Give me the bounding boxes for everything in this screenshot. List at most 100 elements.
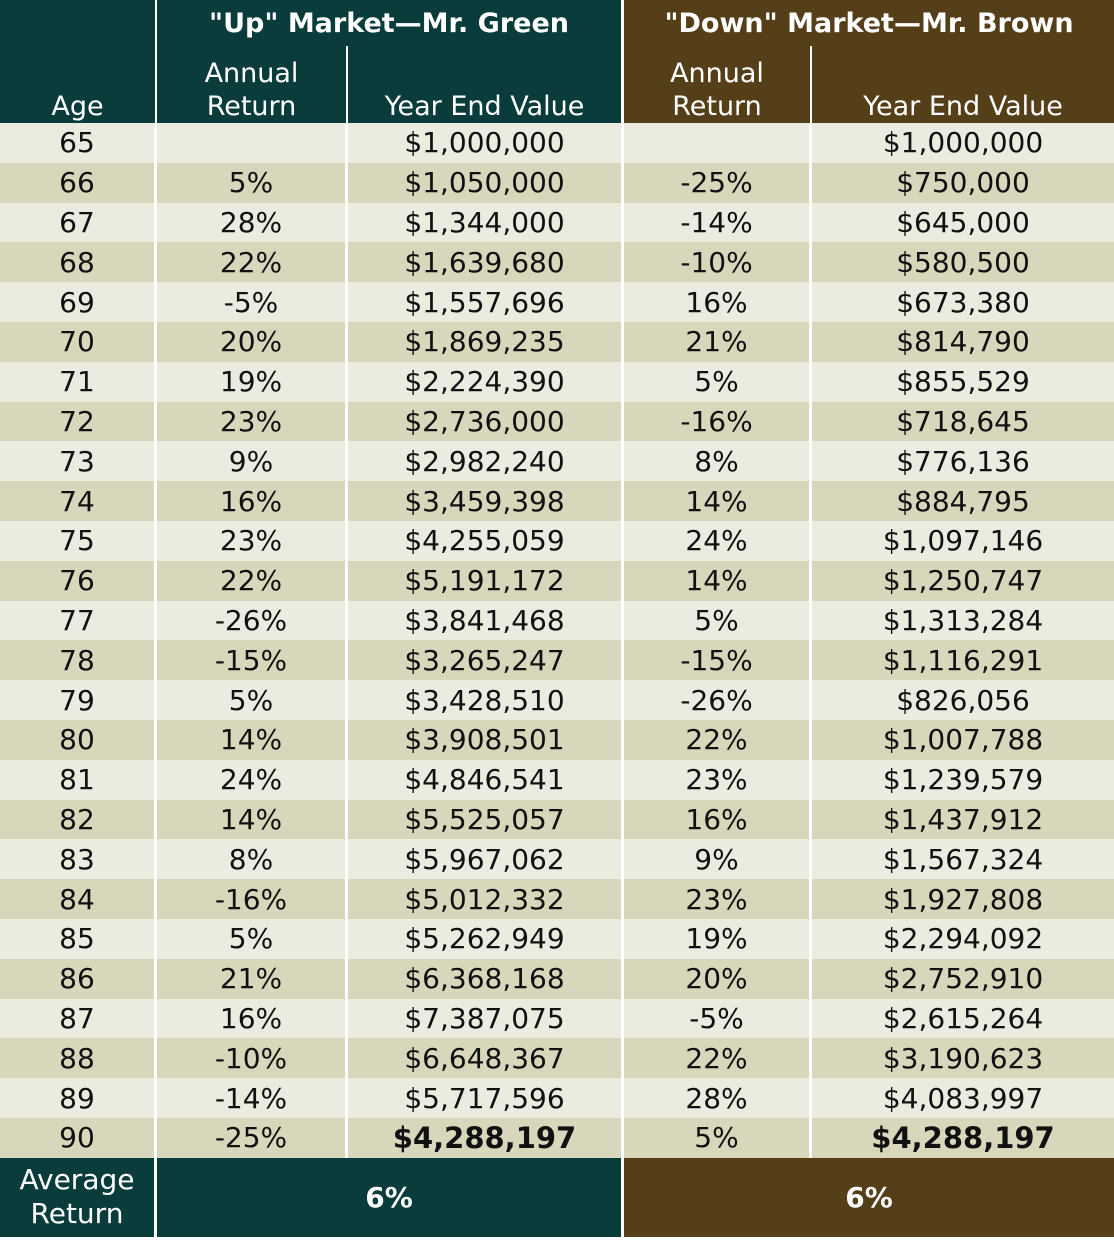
table-row: 70 20% $1,869,235 21% $814,790: [0, 321, 1114, 362]
green-return-cell: 5%: [157, 918, 348, 959]
green-return-cell: 19%: [157, 361, 348, 402]
brown-value-cell: $580,500: [812, 242, 1114, 283]
brown-value-cell: $855,529: [812, 361, 1114, 402]
age-cell: 89: [0, 1078, 157, 1118]
green-return-cell: 16%: [157, 998, 348, 1039]
brown-value-cell: $2,294,092: [812, 918, 1114, 959]
green-return-cell: 9%: [157, 441, 348, 482]
brown-average-return: 6%: [621, 1157, 1114, 1237]
green-return-cell: -14%: [157, 1078, 348, 1118]
green-value-cell: $1,050,000: [348, 162, 622, 203]
brown-value-cell: $1,239,579: [812, 759, 1114, 800]
green-value-cell: $7,387,075: [348, 998, 622, 1039]
brown-value-cell: $2,615,264: [812, 998, 1114, 1039]
green-value-cell: $5,262,949: [348, 918, 622, 959]
green-return-cell: 14%: [157, 719, 348, 760]
table-row: 89 -14% $5,717,596 28% $4,083,997: [0, 1078, 1114, 1118]
green-return-cell: -26%: [157, 600, 348, 641]
green-annual-return-header: Annual Return: [157, 46, 348, 123]
brown-scenario-title: "Down" Market—Mr. Brown: [621, 0, 1114, 46]
age-cell: 83: [0, 839, 157, 880]
brown-value-cell: $718,645: [812, 401, 1114, 442]
brown-value-cell: $1,097,146: [812, 520, 1114, 561]
brown-return-cell: 23%: [621, 879, 813, 919]
age-cell: 90: [0, 1117, 157, 1158]
brown-value-cell: $1,116,291: [812, 640, 1114, 681]
green-return-cell: 24%: [157, 759, 348, 800]
brown-return-cell: 20%: [621, 958, 813, 999]
green-scenario-title: "Up" Market—Mr. Green: [157, 0, 622, 46]
table-row: 67 28% $1,344,000 -14% $645,000: [0, 202, 1114, 243]
table-row: 81 24% $4,846,541 23% $1,239,579: [0, 759, 1114, 800]
green-return-cell: -5%: [157, 282, 348, 322]
table-row: 86 21% $6,368,168 20% $2,752,910: [0, 958, 1114, 999]
brown-return-cell: 5%: [621, 361, 813, 402]
green-return-cell: -25%: [157, 1117, 348, 1158]
brown-value-cell: $1,313,284: [812, 600, 1114, 641]
table-row: 71 19% $2,224,390 5% $855,529: [0, 361, 1114, 402]
green-value-cell: $3,265,247: [348, 640, 622, 681]
age-column-header: Age: [0, 46, 157, 123]
age-cell: 73: [0, 441, 157, 482]
table-row: 68 22% $1,639,680 -10% $580,500: [0, 242, 1114, 283]
brown-value-cell: $1,927,808: [812, 879, 1114, 919]
table-body: 65 $1,000,000 $1,000,000 66 5% $1,050,000 -25%…: [0, 123, 1114, 1158]
age-cell: 78: [0, 640, 157, 681]
green-return-cell: 23%: [157, 520, 348, 561]
brown-return-cell: -16%: [621, 401, 813, 442]
green-value-cell: $5,191,172: [348, 560, 622, 601]
table-row: 75 23% $4,255,059 24% $1,097,146: [0, 520, 1114, 561]
age-cell: 88: [0, 1038, 157, 1079]
brown-value-cell: $1,437,912: [812, 799, 1114, 840]
table-row: 76 22% $5,191,172 14% $1,250,747: [0, 560, 1114, 601]
green-value-cell: $1,344,000: [348, 202, 622, 243]
age-cell: 84: [0, 879, 157, 919]
brown-value-cell: $4,083,997: [812, 1078, 1114, 1118]
green-value-cell: $6,368,168: [348, 958, 622, 999]
brown-annual-return-header: Annual Return: [621, 46, 813, 123]
brown-value-cell: $1,007,788: [812, 719, 1114, 760]
age-cell: 76: [0, 560, 157, 601]
green-value-cell: $2,736,000: [348, 401, 622, 442]
brown-return-cell: 14%: [621, 481, 813, 521]
table-row: 90 -25% $4,288,197 5% $4,288,197: [0, 1117, 1114, 1158]
green-value-cell: $6,648,367: [348, 1038, 622, 1079]
brown-return-cell: 22%: [621, 719, 813, 760]
green-value-cell: $2,982,240: [348, 441, 622, 482]
brown-return-cell: -15%: [621, 640, 813, 681]
green-value-cell: $2,224,390: [348, 361, 622, 402]
brown-value-cell: $776,136: [812, 441, 1114, 482]
green-return-cell: 23%: [157, 401, 348, 442]
average-return-label: Average Return: [0, 1157, 157, 1237]
green-value-cell: $3,428,510: [348, 680, 622, 720]
brown-return-cell: 8%: [621, 441, 813, 482]
table-row: 80 14% $3,908,501 22% $1,007,788: [0, 719, 1114, 760]
brown-return-cell: -5%: [621, 998, 813, 1039]
green-value-cell: $5,967,062: [348, 839, 622, 880]
green-return-cell: 20%: [157, 321, 348, 362]
green-return-cell: 14%: [157, 799, 348, 840]
green-value-cell: $3,841,468: [348, 600, 622, 641]
brown-return-cell: 23%: [621, 759, 813, 800]
brown-value-cell: $814,790: [812, 321, 1114, 362]
age-cell: 81: [0, 759, 157, 800]
brown-value-cell: $1,567,324: [812, 839, 1114, 880]
green-return-cell: -15%: [157, 640, 348, 681]
green-value-cell: $5,012,332: [348, 879, 622, 919]
table-row: 66 5% $1,050,000 -25% $750,000: [0, 162, 1114, 203]
table-row: 73 9% $2,982,240 8% $776,136: [0, 441, 1114, 482]
green-value-cell: $1,000,000: [348, 123, 622, 163]
green-return-cell: 22%: [157, 242, 348, 283]
age-cell: 69: [0, 282, 157, 322]
brown-return-cell: 14%: [621, 560, 813, 601]
green-value-cell: $4,288,197: [348, 1117, 622, 1158]
age-cell: 65: [0, 123, 157, 163]
age-cell: 67: [0, 202, 157, 243]
age-cell: 75: [0, 520, 157, 561]
brown-return-cell: 21%: [621, 321, 813, 362]
green-return-cell: 16%: [157, 481, 348, 521]
green-return-cell: -10%: [157, 1038, 348, 1079]
age-cell: 66: [0, 162, 157, 203]
brown-return-cell: 24%: [621, 520, 813, 561]
table-row: 84 -16% $5,012,332 23% $1,927,808: [0, 879, 1114, 919]
